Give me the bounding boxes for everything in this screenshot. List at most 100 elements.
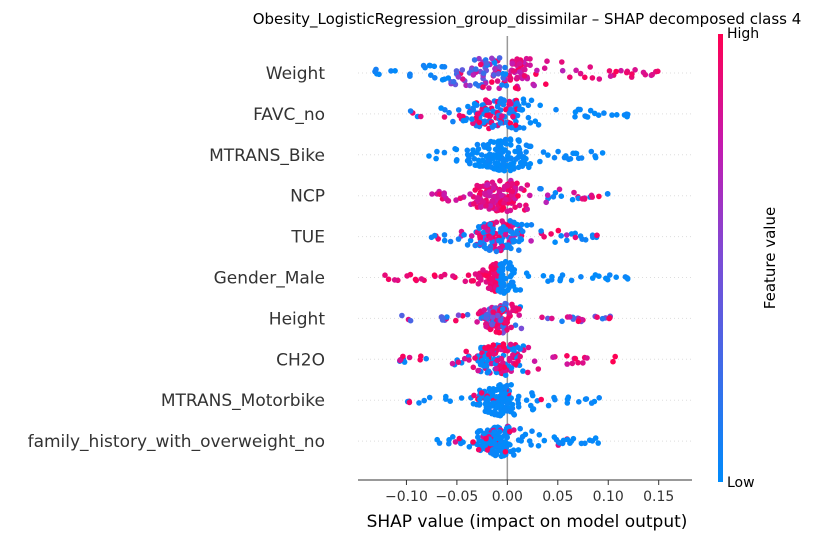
shap-point	[512, 322, 519, 329]
shap-point	[475, 83, 482, 89]
shap-point	[521, 100, 527, 106]
shap-point	[514, 74, 521, 81]
shap-point	[474, 194, 481, 201]
shap-point	[461, 232, 467, 238]
shap-point	[525, 369, 531, 376]
shap-point	[564, 361, 570, 367]
shap-point	[495, 160, 501, 167]
shap-point	[423, 355, 430, 362]
shap-point	[456, 435, 463, 442]
shap-point	[459, 67, 466, 73]
shap-point	[529, 428, 535, 435]
shap-point	[490, 309, 497, 315]
shap-point	[499, 113, 505, 119]
shap-point	[501, 200, 507, 207]
shap-point	[450, 118, 456, 125]
shap-point	[467, 82, 473, 89]
shap-point	[502, 64, 508, 71]
shap-point	[446, 440, 452, 447]
shap-point	[500, 70, 506, 77]
shap-point	[537, 185, 543, 192]
shap-point	[439, 63, 445, 70]
shap-point	[529, 406, 536, 413]
shap-point	[477, 239, 484, 246]
shap-point	[496, 141, 502, 147]
feature-label: MTRANS_Motorbike	[161, 391, 325, 411]
shap-point	[500, 344, 507, 350]
shap-point	[486, 285, 493, 291]
shap-point	[437, 191, 443, 197]
shap-point	[522, 160, 529, 167]
shap-point	[476, 55, 482, 62]
shap-point	[576, 399, 582, 405]
shap-point	[517, 353, 523, 360]
shap-point	[559, 59, 565, 65]
shap-point	[596, 193, 602, 200]
shap-point	[470, 201, 477, 207]
shap-point	[432, 75, 438, 81]
shap-point	[500, 160, 507, 166]
shap-point	[508, 324, 514, 331]
shap-point	[493, 365, 499, 372]
shap-point	[483, 60, 490, 66]
feature-label: FAVC_no	[253, 105, 325, 125]
shap-point	[497, 120, 504, 126]
shap-point	[470, 147, 476, 153]
feature-label: CH2O	[276, 350, 325, 370]
shap-point	[509, 180, 515, 187]
shap-point	[520, 154, 526, 160]
shap-point	[472, 242, 479, 249]
shap-point	[484, 395, 491, 401]
shap-point	[510, 68, 517, 74]
shap-point	[455, 312, 462, 319]
shap-point	[494, 404, 500, 411]
shap-point	[564, 400, 571, 406]
shap-point	[481, 430, 487, 437]
shap-point	[486, 99, 493, 106]
shap-point	[559, 272, 566, 278]
shap-point	[494, 78, 501, 84]
shap-point	[534, 67, 540, 74]
shap-point	[502, 147, 508, 153]
shap-point	[525, 102, 532, 109]
shap-point	[599, 315, 606, 322]
shap-point	[494, 357, 501, 364]
shap-point	[479, 357, 486, 364]
shap-point	[459, 313, 466, 319]
shap-point	[496, 329, 503, 336]
shap-point	[466, 444, 473, 450]
shap-point	[438, 105, 444, 111]
shap-point	[490, 400, 496, 406]
shap-point	[575, 359, 581, 366]
shap-point	[506, 282, 513, 289]
shap-point	[503, 319, 509, 325]
shap-point	[495, 312, 501, 319]
shap-point	[482, 345, 488, 351]
shap-point	[493, 394, 500, 400]
shap-point	[507, 428, 513, 435]
shap-point	[484, 181, 491, 188]
shap-point	[485, 227, 491, 234]
shap-point	[470, 120, 476, 127]
shap-point	[624, 276, 631, 282]
shap-point	[441, 232, 448, 238]
shap-point	[497, 317, 504, 324]
shap-point	[490, 342, 497, 348]
shap-point	[445, 197, 451, 204]
shap-point	[535, 122, 542, 128]
shap-point	[578, 274, 584, 280]
shap-point	[502, 385, 508, 392]
shap-point	[508, 124, 515, 131]
shap-point	[614, 112, 620, 118]
shap-point	[527, 120, 534, 126]
shap-point	[544, 58, 550, 64]
shap-point	[397, 357, 403, 364]
colorbar-high-label: High	[727, 26, 759, 42]
shap-point	[428, 72, 434, 78]
shap-point	[491, 139, 497, 145]
shap-point	[439, 77, 446, 83]
shap-point	[388, 68, 394, 74]
shap-point	[502, 429, 509, 436]
shap-point	[491, 122, 497, 129]
